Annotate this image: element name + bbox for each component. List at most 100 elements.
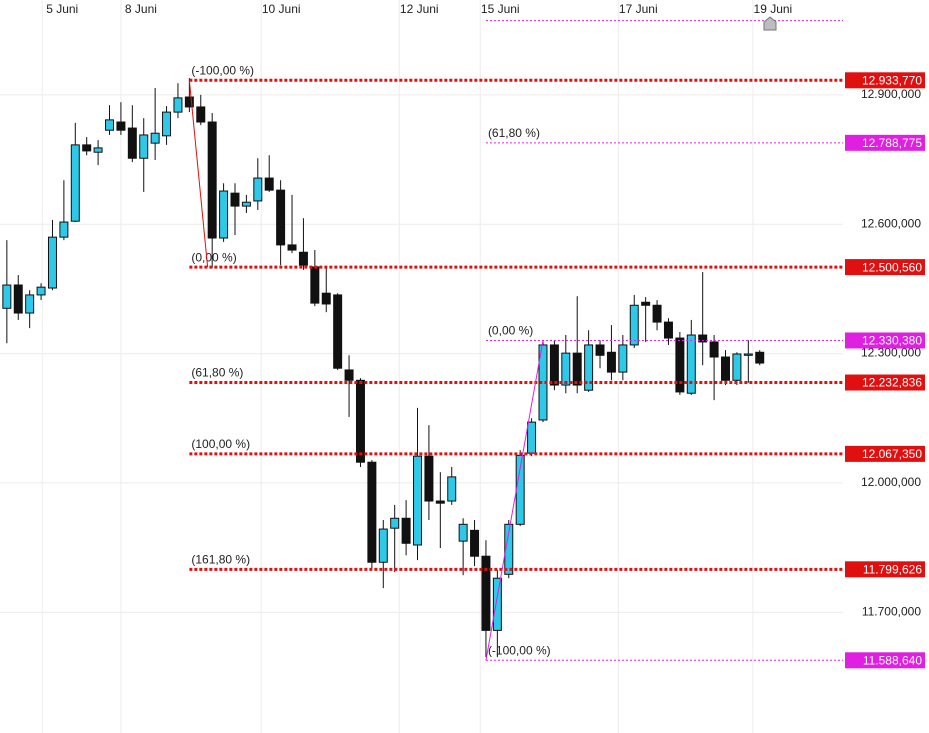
candle-body — [572, 352, 582, 386]
candle-body — [481, 555, 491, 631]
candle-body — [333, 294, 343, 369]
candle-body — [287, 244, 297, 251]
candle-body — [652, 304, 662, 323]
candle-body — [447, 476, 457, 502]
fib-price-label: 12.232,836 — [862, 376, 922, 390]
candle-body — [150, 132, 160, 144]
x-tick-label: 8 Juni — [125, 2, 157, 16]
candle-body — [355, 379, 365, 463]
fib-price-label: 12.067,350 — [862, 447, 922, 461]
fib-level-label: (61,80 %) — [488, 126, 540, 140]
candle-body — [504, 523, 514, 575]
x-tick-label: 10 Juni — [262, 2, 301, 16]
candle-body — [219, 190, 229, 239]
candle-body — [230, 192, 240, 207]
candle-body — [241, 201, 251, 207]
candle-body — [105, 119, 115, 131]
fib-price-box — [845, 561, 925, 578]
candle-body — [527, 421, 537, 454]
candle-body — [310, 266, 320, 304]
candle-body — [732, 353, 742, 381]
candle-body — [196, 106, 206, 123]
fib-level-label: (161,80 %) — [191, 552, 250, 566]
home-marker — [763, 16, 777, 31]
candle-body — [755, 351, 765, 364]
fib-price-box — [845, 134, 925, 151]
candle-body — [721, 356, 730, 381]
y-tick-label: 12.300,000 — [861, 346, 921, 360]
candle-body — [606, 351, 616, 373]
candle-body — [207, 121, 217, 239]
candle-body — [59, 221, 69, 238]
candle-body — [2, 284, 12, 309]
fib-level-label: (0,00 %) — [488, 324, 533, 338]
fib-price-label: 11.799,626 — [863, 562, 922, 576]
candle-body — [25, 294, 35, 314]
candle-body — [93, 147, 103, 153]
candle-body — [743, 353, 753, 356]
y-tick-label: 12.000,000 — [861, 475, 921, 489]
candle-body — [595, 344, 605, 356]
candle-body — [686, 334, 696, 394]
candle-body — [184, 96, 194, 108]
candle-body — [641, 301, 651, 306]
candle-body — [298, 251, 308, 266]
y-tick-label: 12.600,000 — [861, 216, 921, 230]
y-tick-label: 11.700,000 — [862, 604, 921, 618]
candle-body — [435, 500, 445, 504]
candle-body — [116, 121, 126, 131]
candle-body — [424, 455, 434, 502]
fib-price-label: 12.788,775 — [862, 136, 922, 150]
fib-level-label: (-100,00 %) — [488, 643, 551, 657]
candle-body — [162, 111, 172, 137]
fib-anchor-line — [485, 340, 544, 661]
fib-price-label: 11.588,640 — [863, 653, 922, 667]
fib-price-label: 12.330,380 — [862, 334, 922, 348]
fib-level-label: (0,00 %) — [191, 250, 236, 264]
candle-body — [367, 461, 377, 563]
candle-body — [82, 144, 92, 152]
candle-body — [698, 334, 708, 343]
fib-price-box — [845, 445, 925, 462]
fib-price-label: 12.500,560 — [862, 260, 922, 274]
x-tick-label: 15 Juni — [481, 2, 520, 16]
candle-body — [629, 304, 639, 346]
candle-body — [70, 144, 80, 222]
candle-body — [139, 134, 149, 159]
candle-body — [584, 344, 594, 391]
x-tick-label: 19 Juni — [754, 2, 793, 16]
fib-level-label: (100,00 %) — [191, 437, 250, 451]
candle-body — [253, 177, 263, 202]
candle-body — [173, 97, 183, 113]
candle-body — [618, 344, 628, 373]
x-tick-label: 17 Juni — [619, 2, 658, 16]
candle-body — [709, 341, 719, 358]
candle-body — [127, 127, 137, 159]
x-tick-label: 12 Juni — [400, 2, 439, 16]
candle-body — [47, 236, 57, 289]
fib-price-label: 12.933,770 — [862, 73, 922, 87]
candle-body — [344, 369, 354, 381]
candle-body — [492, 577, 502, 631]
candle-body — [276, 189, 286, 246]
candle-body — [378, 528, 388, 563]
x-tick-label: 5 Juni — [46, 2, 78, 16]
candle-body — [13, 284, 23, 314]
candle-body — [470, 529, 480, 557]
candle-body — [663, 321, 673, 339]
y-tick-label: 12.900,000 — [861, 87, 921, 101]
candle-body — [458, 523, 468, 542]
fib-anchor-line — [188, 80, 209, 268]
candle-body — [549, 344, 559, 386]
candle-body — [675, 337, 685, 393]
fib-price-box — [845, 652, 925, 669]
candle-body — [321, 292, 331, 305]
fib-price-box — [845, 374, 925, 391]
candle-body — [561, 352, 571, 386]
candle-body — [413, 455, 423, 546]
fib-level-label: (61,80 %) — [191, 366, 243, 380]
fib-price-box — [845, 332, 925, 349]
fib-price-box — [845, 72, 925, 89]
